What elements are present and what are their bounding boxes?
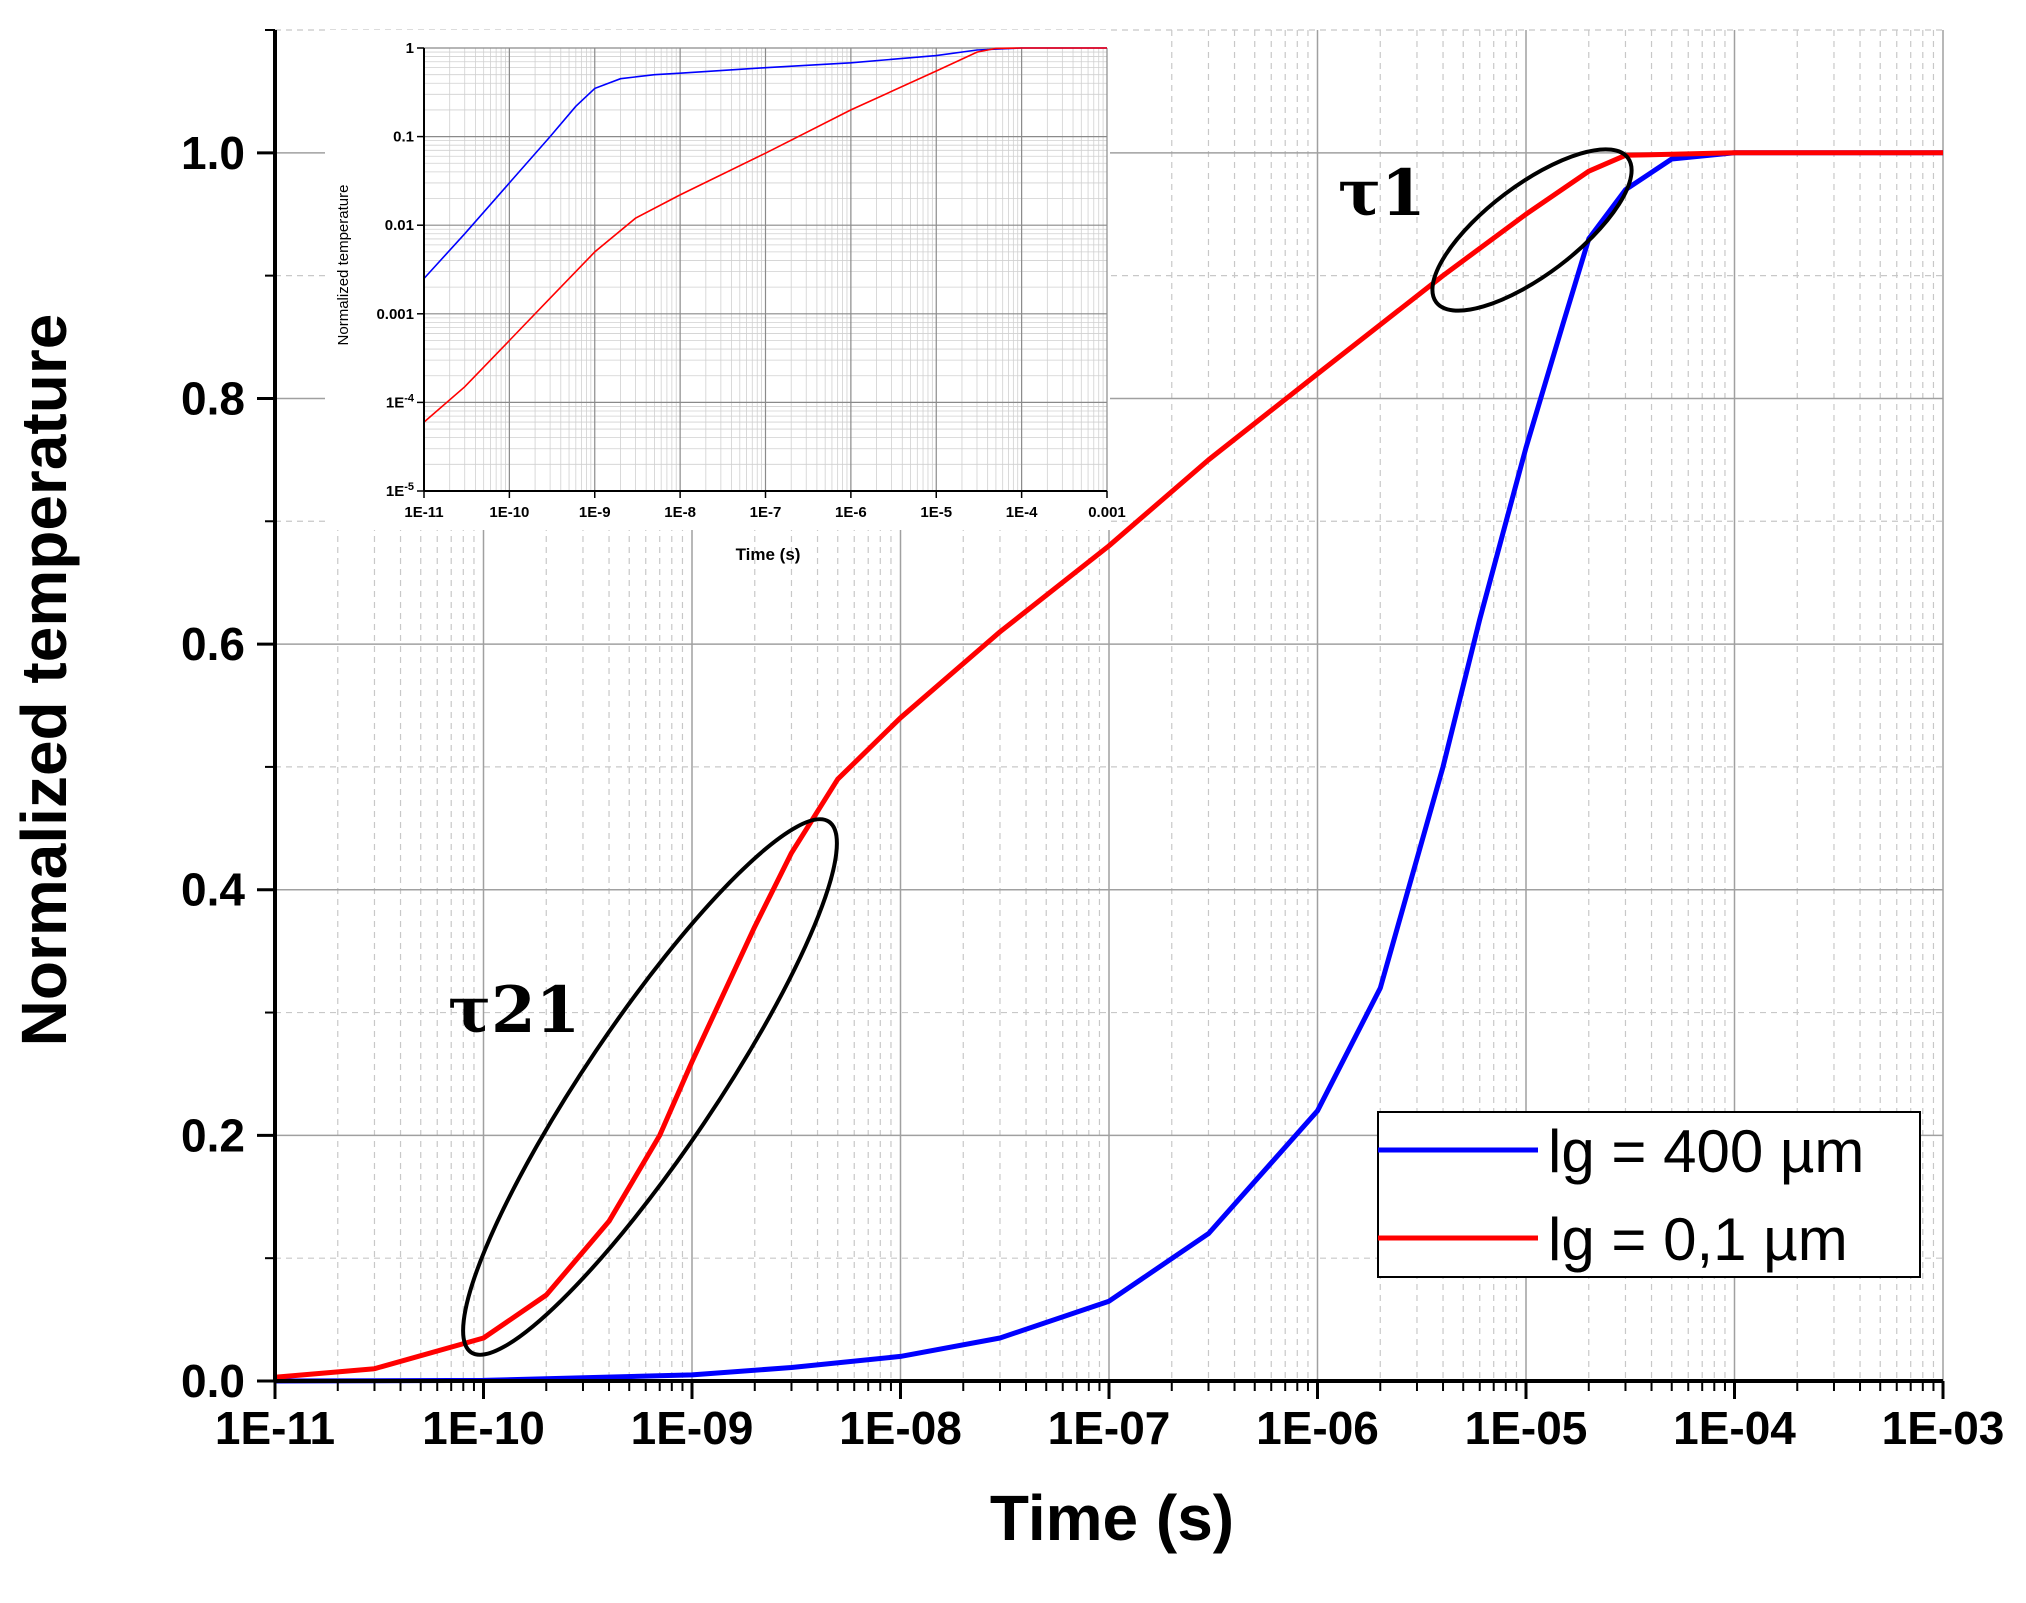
inset-series-line-1 xyxy=(423,47,1107,423)
inset-y-tick-label: 1E-5 xyxy=(386,481,414,500)
y-tick-label: 0.8 xyxy=(181,372,245,424)
inset-y-tick-label: 0.01 xyxy=(385,217,414,234)
legend: lg = 400 µm lg = 0,1 µm xyxy=(1377,1111,1921,1278)
inset-y-tick-label: 0.001 xyxy=(376,306,414,323)
y-tick-label: 0.2 xyxy=(181,1109,245,1161)
inset-x-tick-label: 1E-6 xyxy=(835,504,867,521)
tau21-ellipse xyxy=(461,817,839,1357)
inset-x-tick-label: 1E-7 xyxy=(750,504,782,521)
inset-y-tick-label: 1E-4 xyxy=(386,392,415,411)
y-axis-title: Normalized temperature xyxy=(8,314,80,1047)
inset-y-tick-label: 1 xyxy=(406,40,414,57)
inset-grid xyxy=(424,47,1108,491)
inset-chart: 1E-11 1E-10 1E-9 1E-8 1E-7 1E-6 1E-5 1E-4 0.001 … xyxy=(325,30,1126,564)
x-tick-label: 1E-11 xyxy=(215,1402,335,1454)
tau1-ellipse xyxy=(1430,147,1634,313)
legend-box xyxy=(1377,1111,1921,1278)
inset-y-axis-title: Normalized temperature xyxy=(335,185,352,346)
inset-x-tick-label: 1E-4 xyxy=(1006,504,1038,521)
x-tick-label: 1E-09 xyxy=(631,1402,754,1454)
inset-x-tick-label: 1E-9 xyxy=(579,504,611,521)
inset-x-tick-label: 1E-11 xyxy=(404,504,443,521)
inset-x-axis-title: Time (s) xyxy=(736,545,801,564)
y-tick-label: 0.4 xyxy=(181,864,245,916)
y-tick-labels: 0.0 0.2 0.4 0.6 0.8 1.0 xyxy=(181,127,245,1407)
inset-axes xyxy=(417,47,1108,498)
tau21-label: τ21 xyxy=(448,973,580,1048)
inset-x-tick-label: 1E-8 xyxy=(664,504,696,521)
x-tick-label: 1E-05 xyxy=(1465,1402,1588,1454)
inset-series xyxy=(423,47,1107,423)
x-tick-label: 1E-03 xyxy=(1882,1402,2005,1454)
series-line-1 xyxy=(274,150,1943,1380)
y-tick-label: 1.0 xyxy=(181,127,245,179)
inset-series-line-0 xyxy=(423,47,1107,280)
inset-x-tick-label: 1E-5 xyxy=(920,504,952,521)
inset-x-tick-label: 1E-10 xyxy=(489,504,529,521)
inset-x-tick-labels: 1E-11 1E-10 1E-9 1E-8 1E-7 1E-6 1E-5 1E-4 0.001 xyxy=(404,504,1125,521)
tau1-label: τ1 xyxy=(1338,156,1426,231)
y-tick-label: 0.0 xyxy=(181,1355,245,1407)
x-tick-label: 1E-07 xyxy=(1048,1402,1171,1454)
inset-x-tick-label: 0.001 xyxy=(1088,504,1126,521)
legend-label-blue: lg = 400 µm xyxy=(1548,1118,1864,1185)
x-tick-label: 1E-04 xyxy=(1673,1402,1796,1454)
x-axis-title: Time (s) xyxy=(990,1482,1234,1554)
legend-label-red: lg = 0,1 µm xyxy=(1548,1206,1848,1273)
x-tick-label: 1E-08 xyxy=(839,1402,962,1454)
x-tick-label: 1E-10 xyxy=(422,1402,545,1454)
x-tick-labels: 1E-11 1E-10 1E-09 1E-08 1E-07 1E-06 1E-05 1E-04… xyxy=(215,1402,2004,1454)
main-axes xyxy=(257,29,1945,1399)
inset-y-tick-labels: 1E-5 1E-4 0.001 0.01 0.1 1 xyxy=(376,40,414,500)
x-tick-label: 1E-06 xyxy=(1256,1402,1379,1454)
inset-y-tick-label: 0.1 xyxy=(393,129,414,146)
inset-background xyxy=(325,30,1110,530)
y-tick-label: 0.6 xyxy=(181,618,245,670)
